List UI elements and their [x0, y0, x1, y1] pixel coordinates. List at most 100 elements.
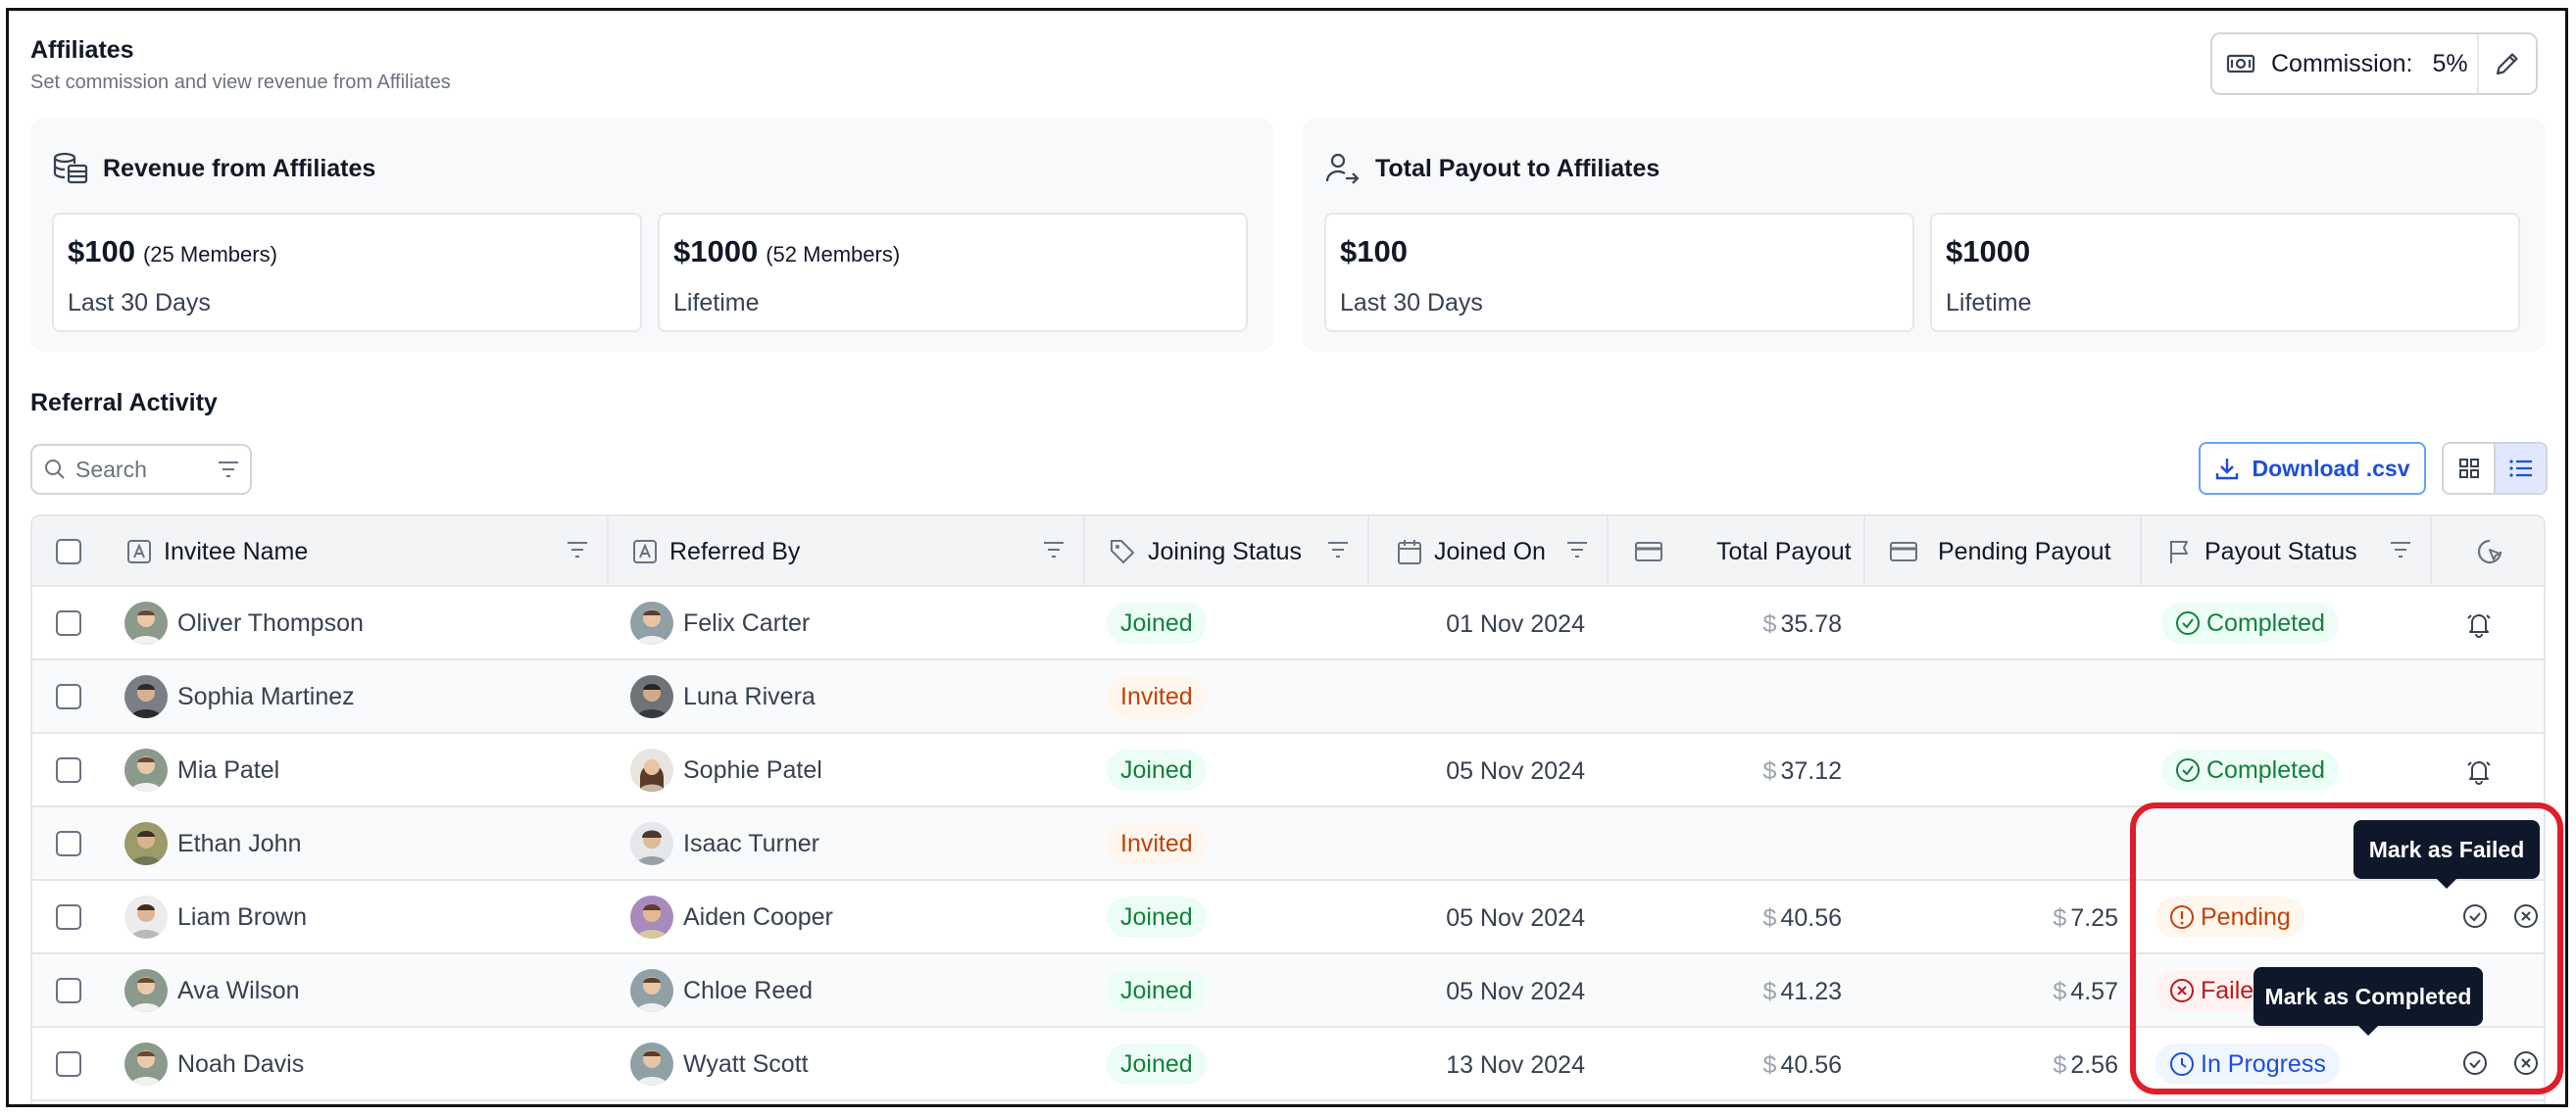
row-checkbox[interactable] [56, 831, 81, 856]
invitee-name: Mia Patel [124, 749, 279, 792]
page-title: Affiliates [30, 36, 134, 64]
payout-status-badge: Completed [2161, 603, 2339, 644]
bell-ring-icon [2467, 614, 2491, 638]
download-csv-button[interactable]: Download .csv [2199, 442, 2426, 495]
mark-failed-button[interactable] [2512, 902, 2540, 930]
payout-amount: $1000 [1946, 234, 2031, 268]
row-checkbox[interactable] [56, 904, 81, 930]
avatar [124, 969, 168, 1012]
referrer-name: Wyatt Scott [630, 1043, 809, 1086]
filter-icon[interactable] [217, 460, 240, 479]
x-circle-icon [2514, 1051, 2538, 1075]
referrer-name: Sophie Patel [630, 749, 822, 792]
avatar [630, 822, 673, 865]
period-label: Lifetime [1946, 289, 2032, 316]
joining-status-badge: Joined [1107, 1044, 1207, 1085]
total-payout: $41.23 [1762, 978, 1842, 1005]
mark-completed-tooltip: Mark as Completed [2254, 967, 2483, 1036]
total-payout: $35.78 [1762, 610, 1842, 638]
col-actions[interactable] [2432, 516, 2544, 587]
payout-title: Total Payout to Affiliates [1324, 152, 1660, 185]
remind-button[interactable] [2465, 757, 2493, 785]
referrer-name: Felix Carter [630, 602, 810, 645]
commission-label: Commission: [2271, 49, 2413, 77]
row-checkbox[interactable] [56, 978, 81, 1003]
check-circle-icon [2176, 758, 2200, 782]
payout-status-badge: In Progress [2155, 1044, 2340, 1085]
row-checkbox[interactable] [56, 684, 81, 709]
filter-icon[interactable] [1565, 540, 1589, 559]
select-all-cell [32, 516, 103, 587]
view-toggle [2442, 442, 2548, 495]
avatar [124, 896, 168, 939]
col-referred-by[interactable]: Referred By [609, 516, 1085, 587]
coins-icon [53, 152, 88, 184]
invitee-name: Ava Wilson [124, 969, 300, 1012]
period-label: Last 30 Days [1340, 289, 1483, 316]
joining-status-badge: Joined [1107, 970, 1207, 1011]
list-icon [2508, 460, 2532, 477]
avatar [630, 602, 673, 645]
filter-icon[interactable] [566, 540, 589, 559]
period-label: Last 30 Days [68, 289, 211, 316]
table-row[interactable]: Oliver Thompson Felix Carter Joined 01 N… [32, 587, 2544, 660]
mark-completed-button[interactable] [2461, 902, 2489, 930]
referrer-name: Chloe Reed [630, 969, 813, 1012]
filter-icon[interactable] [1326, 540, 1350, 559]
page-subtitle: Set commission and view revenue from Aff… [30, 72, 451, 93]
remind-button[interactable] [2465, 610, 2493, 638]
check-circle-icon [2463, 1051, 2487, 1075]
col-total-payout[interactable]: Total Payout [1609, 516, 1865, 587]
revenue-card-30days: $100 (25 Members) Last 30 Days [52, 213, 642, 332]
mark-failed-button[interactable] [2512, 1049, 2540, 1077]
row-checkbox[interactable] [56, 610, 81, 636]
table-header: Invitee Name Referred By Joining Status … [32, 516, 2544, 587]
commission-value: 5% [2432, 49, 2468, 77]
edit-commission-button[interactable] [2479, 34, 2536, 93]
section-title: Referral Activity [30, 389, 218, 416]
revenue-title: Revenue from Affiliates [52, 152, 375, 185]
select-all-checkbox[interactable] [56, 539, 81, 564]
col-invitee-name[interactable]: Invitee Name [103, 516, 609, 587]
flag-icon [2170, 541, 2188, 563]
search-input[interactable]: Search [30, 444, 252, 495]
referrer-name: Luna Rivera [630, 675, 816, 718]
x-circle-icon [2170, 979, 2194, 1002]
text-icon [633, 540, 657, 563]
mark-failed-tooltip: Mark as Failed [2353, 820, 2540, 889]
total-payout: $40.56 [1762, 904, 1842, 932]
check-circle-icon [2176, 611, 2200, 635]
payout-card-30days: $100 Last 30 Days [1324, 213, 1914, 332]
pencil-icon [2496, 53, 2518, 75]
list-view-button[interactable] [2494, 444, 2546, 493]
row-checkbox[interactable] [56, 757, 81, 783]
joined-on: 05 Nov 2024 [1446, 904, 1585, 932]
mark-completed-button[interactable] [2461, 1049, 2489, 1077]
col-joining-status[interactable]: Joining Status [1085, 516, 1369, 587]
invitee-name: Oliver Thompson [124, 602, 364, 645]
table-row[interactable]: Ethan John Isaac Turner Invited [32, 807, 2544, 881]
joining-status-badge: Joined [1107, 750, 1207, 791]
table-row[interactable]: Mia Patel Sophie Patel Joined 05 Nov 202… [32, 734, 2544, 807]
avatar [124, 602, 168, 645]
table-row[interactable]: Liam Brown Aiden Cooper Joined 05 Nov 20… [32, 881, 2544, 954]
table-row[interactable]: Noah Davis Wyatt Scott Joined 13 Nov 202… [32, 1028, 2544, 1101]
revenue-title-text: Revenue from Affiliates [103, 154, 376, 182]
invitee-name: Liam Brown [124, 896, 307, 939]
grid-view-button[interactable] [2444, 444, 2494, 493]
revenue-card-lifetime: $1000 (52 Members) Lifetime [658, 213, 1248, 332]
referrer-name: Aiden Cooper [630, 896, 833, 939]
table-row[interactable]: Sophia Martinez Luna Rivera Invited [32, 660, 2544, 734]
highlight-box [2130, 802, 2563, 1094]
grid-icon [2458, 459, 2479, 478]
avatar [630, 969, 673, 1012]
row-checkbox[interactable] [56, 1051, 81, 1077]
joining-status-badge: Invited [1107, 676, 1207, 717]
col-payout-status[interactable]: Payout Status [2142, 516, 2432, 587]
alert-circle-icon [2170, 905, 2194, 929]
filter-icon[interactable] [1042, 540, 1065, 559]
col-joined-on[interactable]: Joined On [1369, 516, 1609, 587]
avatar [630, 896, 673, 939]
filter-icon[interactable] [2389, 540, 2412, 559]
col-pending-payout[interactable]: Pending Payout [1865, 516, 2142, 587]
